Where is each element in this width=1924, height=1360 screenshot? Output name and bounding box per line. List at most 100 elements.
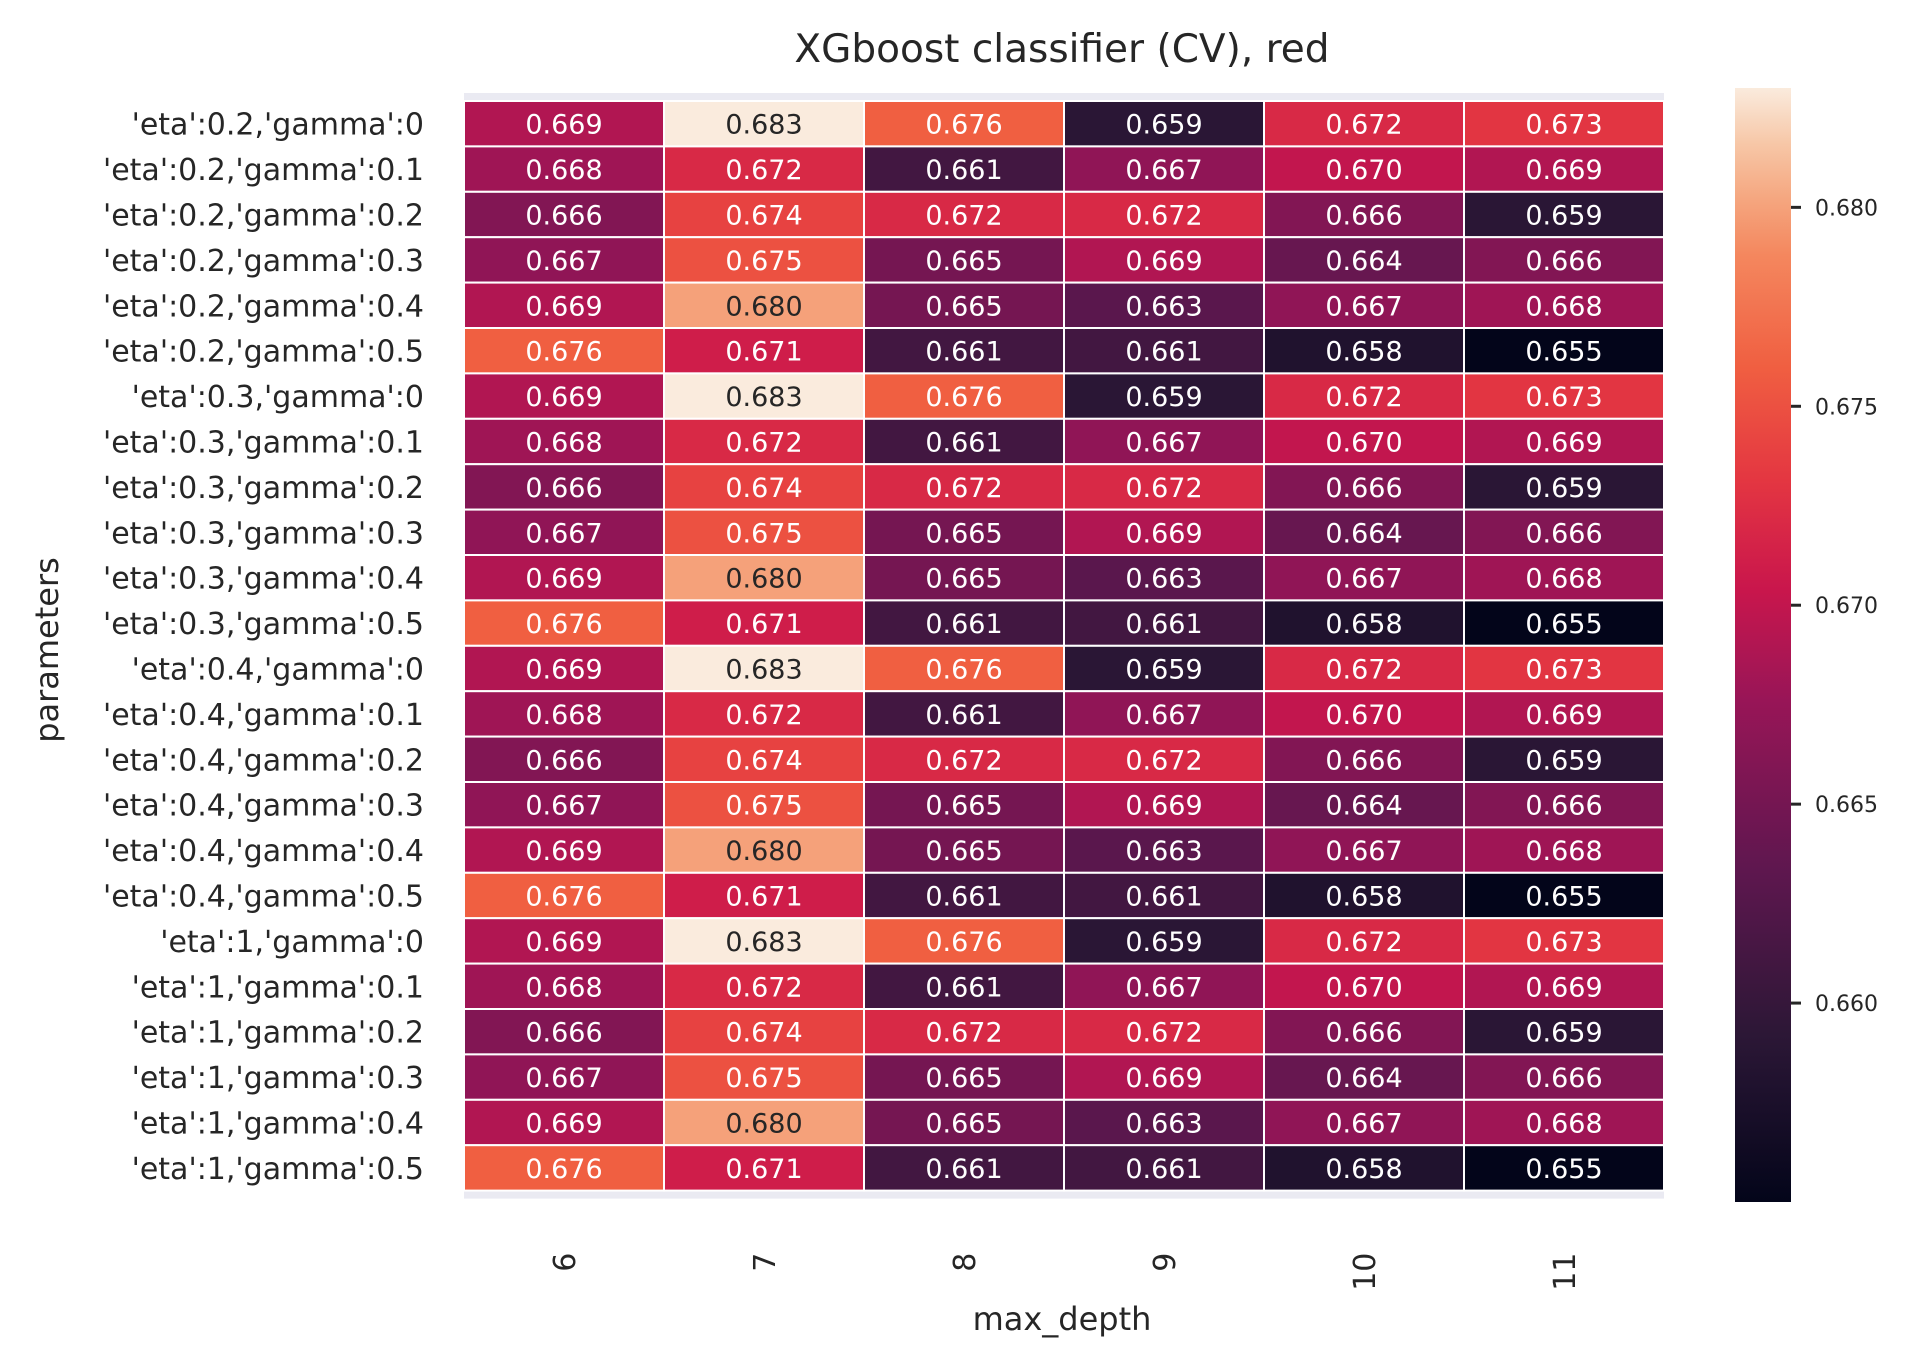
heatmap-cell <box>663 1053 865 1101</box>
cell-value-label: 0.655 <box>1525 609 1602 640</box>
y-tick-label: 'eta':0.2,'gamma':0.1 <box>103 153 424 188</box>
heatmap-cell <box>1463 917 1665 965</box>
heatmap-cell <box>663 281 865 330</box>
heatmap-cell <box>863 826 1065 874</box>
y-tick-label: 'eta':0.2,'gamma':0 <box>132 108 424 143</box>
cell-value-label: 0.661 <box>1125 882 1202 913</box>
heatmap-cell <box>1263 1144 1465 1192</box>
heatmap-cell <box>463 644 665 693</box>
cell-value-label: 0.669 <box>1125 791 1202 822</box>
cell-value-label: 0.666 <box>1325 745 1402 776</box>
heatmap-cell <box>663 100 865 148</box>
cell-value-label: 0.659 <box>1525 1018 1602 1049</box>
heatmap-cell <box>463 281 665 330</box>
cell-value-label: 0.669 <box>1525 700 1602 731</box>
heatmap-cell <box>1463 599 1665 647</box>
cell-value-label: 0.683 <box>725 382 802 413</box>
heatmap-cell <box>463 190 665 239</box>
heatmap-cell <box>863 100 1065 148</box>
heatmap-cell <box>1263 735 1465 783</box>
cell-value-label: 0.655 <box>1525 337 1602 368</box>
x-tick-label: 11 <box>1548 1253 1583 1291</box>
cell-value-label: 0.672 <box>725 155 802 186</box>
cell-value-label: 0.671 <box>725 882 802 913</box>
cell-value-label: 0.659 <box>1125 927 1202 958</box>
cell-value-label: 0.676 <box>525 337 602 368</box>
cell-value-label: 0.659 <box>1525 201 1602 232</box>
heatmap-cell <box>1263 236 1465 284</box>
colorbar-tick-label: 0.670 <box>1815 594 1878 619</box>
colorbar-tick-label: 0.675 <box>1815 395 1878 420</box>
cell-value-label: 0.661 <box>925 882 1002 913</box>
cell-value-label: 0.666 <box>1525 1063 1602 1094</box>
heatmap-cell <box>1263 1008 1465 1056</box>
heatmap-cell <box>1063 145 1265 193</box>
heatmap-cell <box>1063 463 1265 511</box>
y-tick-label: 'eta':0.4,'gamma':0.3 <box>103 789 424 824</box>
x-tick-label: 9 <box>1148 1253 1183 1272</box>
x-tick-label: 8 <box>948 1253 983 1272</box>
cell-value-label: 0.667 <box>1125 155 1202 186</box>
cell-value-label: 0.661 <box>925 700 1002 731</box>
heatmap-cell <box>663 417 865 466</box>
cell-value-label: 0.658 <box>1325 1154 1402 1185</box>
heatmap-cell <box>1263 372 1465 420</box>
cell-value-label: 0.665 <box>925 791 1002 822</box>
cell-value-label: 0.658 <box>1325 337 1402 368</box>
y-tick-label: 'eta':1,'gamma':0 <box>160 925 424 960</box>
cell-value-label: 0.667 <box>525 518 602 549</box>
y-tick-label: 'eta':0.3,'gamma':0.3 <box>103 516 424 551</box>
cell-value-label: 0.665 <box>925 291 1002 322</box>
heatmap-cell <box>863 417 1065 466</box>
cell-value-label: 0.661 <box>1125 1154 1202 1185</box>
cell-value-label: 0.671 <box>725 1154 802 1185</box>
cell-value-label: 0.658 <box>1325 609 1402 640</box>
cell-value-label: 0.672 <box>1325 655 1402 686</box>
cell-value-label: 0.665 <box>925 518 1002 549</box>
cell-value-label: 0.680 <box>725 836 802 867</box>
heatmap-cell <box>1063 190 1265 239</box>
cell-value-label: 0.669 <box>525 291 602 322</box>
x-tick-label: 10 <box>1348 1253 1383 1291</box>
cell-value-label: 0.674 <box>725 201 802 232</box>
cell-value-label: 0.672 <box>1325 110 1402 141</box>
cell-value-label: 0.667 <box>1325 1109 1402 1140</box>
cell-value-label: 0.669 <box>525 1109 602 1140</box>
y-tick-label: 'eta':1,'gamma':0.4 <box>132 1107 424 1142</box>
heatmap-cell <box>1263 554 1465 602</box>
heatmap-cell <box>1063 236 1265 284</box>
cell-value-label: 0.674 <box>725 473 802 504</box>
heatmap-cell <box>663 508 865 557</box>
cell-value-label: 0.683 <box>725 927 802 958</box>
heatmap-cell <box>463 1008 665 1056</box>
heatmap-cell <box>463 236 665 284</box>
heatmap-cell <box>463 917 665 965</box>
heatmap-cell <box>1463 327 1665 375</box>
y-tick-label: 'eta':1,'gamma':0.5 <box>132 1152 424 1187</box>
cell-value-label: 0.672 <box>725 972 802 1003</box>
heatmap-cell <box>663 599 865 647</box>
y-tick-label: 'eta':1,'gamma':0.1 <box>132 970 424 1005</box>
cell-value-label: 0.667 <box>1125 972 1202 1003</box>
cell-value-label: 0.668 <box>1525 836 1602 867</box>
cell-value-label: 0.665 <box>925 564 1002 595</box>
cell-value-label: 0.671 <box>725 337 802 368</box>
cell-value-label: 0.680 <box>725 564 802 595</box>
cell-value-label: 0.667 <box>525 1063 602 1094</box>
heatmap-cell <box>663 735 865 783</box>
cell-value-label: 0.672 <box>1325 927 1402 958</box>
colorbar-ticks: 0.660 0.665 0.670 0.675 0.680 <box>1791 196 1878 1017</box>
cell-value-label: 0.672 <box>1125 745 1202 776</box>
heatmap-cell <box>663 372 865 420</box>
heatmap-cell <box>663 690 865 738</box>
heatmap-cell <box>1463 508 1665 557</box>
cell-value-label: 0.669 <box>525 564 602 595</box>
cell-value-label: 0.659 <box>1125 110 1202 141</box>
y-tick-label: 'eta':0.4,'gamma':0 <box>132 653 424 688</box>
heatmap-cell <box>663 1008 865 1056</box>
cell-value-label: 0.663 <box>1125 564 1202 595</box>
heatmap-cell <box>1063 508 1265 557</box>
heatmap-cell <box>463 962 665 1010</box>
cell-value-label: 0.661 <box>925 972 1002 1003</box>
y-tick-label: 'eta':0.4,'gamma':0.2 <box>103 743 424 778</box>
